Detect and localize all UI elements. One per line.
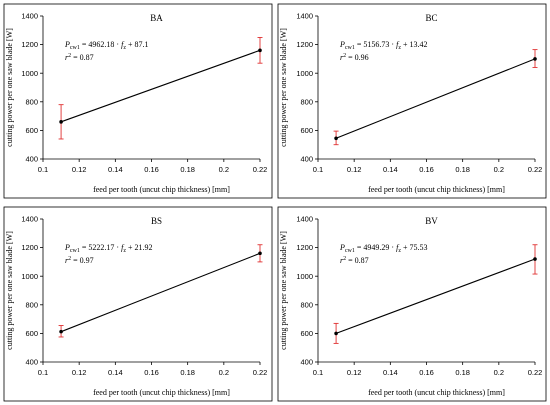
x-axis-label: feed per tooth (uncut chip thickness) [m… [368, 185, 505, 194]
x-tick-label: 0.16 [144, 368, 159, 377]
x-axis-label: feed per tooth (uncut chip thickness) [m… [368, 388, 505, 397]
r-squared: r2 = 0.97 [65, 256, 94, 265]
x-tick-label: 0.1 [313, 368, 323, 377]
x-tick-label: 0.22 [528, 165, 543, 174]
r-squared: r2 = 0.87 [65, 53, 94, 62]
y-tick-label: 1000 [21, 69, 38, 78]
chart-panel-ba: 400 600 800 1000 1200 1400 0.1 0.12 0.14 0.16 0.18… [3, 3, 273, 199]
fit-line [335, 58, 536, 139]
x-tick-label: 0.16 [144, 165, 159, 174]
y-tick-label: 800 [300, 97, 313, 106]
x-tick-label: 0.1 [313, 165, 323, 174]
chart-title: BV [425, 216, 438, 226]
y-tick-label: 400 [25, 155, 38, 164]
data-point [59, 120, 63, 124]
y-tick-label: 1000 [21, 272, 38, 281]
chart-panel-bs: 400 600 800 1000 1200 1400 0.1 0.12 0.14 0.16 0.18… [3, 206, 273, 402]
regression-equation: Pcw1 = 4962.18 · fz + 87.1 [64, 40, 149, 51]
fit-line [335, 258, 536, 334]
y-tick-label: 1200 [21, 40, 38, 49]
x-tick-label: 0.12 [72, 165, 87, 174]
r-squared: r2 = 0.87 [340, 256, 369, 265]
y-axis-label: cutting power per one saw blade [W] [5, 28, 14, 147]
y-tick-label: 400 [25, 358, 38, 367]
chart-title: BC [425, 13, 437, 23]
panel-frame [3, 206, 273, 402]
panel-frame [277, 206, 547, 402]
y-tick-label: 800 [25, 97, 38, 106]
data-point [334, 136, 338, 141]
chart-title: BS [151, 216, 162, 226]
fit-line [60, 252, 261, 333]
y-tick-label: 1000 [296, 272, 313, 281]
chart-title: BA [150, 13, 163, 23]
x-tick-label: 0.16 [419, 165, 434, 174]
x-tick-label: 0.2 [494, 165, 504, 174]
y-tick-label: 1200 [296, 40, 313, 49]
y-tick-label: 1400 [21, 215, 38, 224]
x-tick-label: 0.12 [347, 165, 362, 174]
y-tick-label: 600 [300, 329, 313, 338]
x-tick-label: 0.14 [383, 165, 398, 174]
y-tick-label: 800 [25, 300, 38, 309]
data-point [334, 331, 338, 336]
y-tick-label: 1400 [296, 215, 313, 224]
x-tick-label: 0.22 [528, 368, 543, 377]
x-tick-label: 0.18 [180, 368, 195, 377]
x-axis-label: feed per tooth (uncut chip thickness) [m… [93, 388, 230, 397]
data-point [533, 57, 537, 61]
data-point [258, 251, 262, 256]
regression-equation: Pcw1 = 5222.17 · fz + 21.92 [64, 243, 153, 254]
x-tick-label: 0.14 [108, 165, 123, 174]
regression-equation: Pcw1 = 5156.73 · fz + 13.42 [339, 40, 428, 51]
data-point [59, 329, 63, 334]
fit-line [60, 49, 261, 123]
y-tick-label: 1000 [296, 69, 313, 78]
x-tick-label: 0.12 [347, 368, 362, 377]
y-tick-label: 600 [300, 126, 313, 135]
x-tick-label: 0.22 [253, 165, 268, 174]
y-axis-label: cutting power per one saw blade [W] [279, 28, 288, 147]
panel-frame [3, 3, 273, 199]
y-axis-label: cutting power per one saw blade [W] [279, 231, 288, 350]
y-tick-label: 600 [25, 329, 38, 338]
y-axis-label: cutting power per one saw blade [W] [5, 231, 14, 350]
x-tick-label: 0.12 [72, 368, 87, 377]
y-tick-label: 800 [300, 300, 313, 309]
x-tick-label: 0.14 [108, 368, 123, 377]
x-tick-label: 0.1 [38, 368, 48, 377]
y-tick-label: 1200 [296, 243, 313, 252]
x-tick-label: 0.22 [253, 368, 268, 377]
regression-equation: Pcw1 = 4949.29 · fz + 75.53 [339, 243, 428, 254]
x-axis-label: feed per tooth (uncut chip thickness) [m… [93, 185, 230, 194]
x-tick-label: 0.16 [419, 368, 434, 377]
x-tick-label: 0.1 [38, 165, 48, 174]
x-tick-label: 0.2 [494, 368, 504, 377]
r-squared: r2 = 0.96 [340, 53, 369, 62]
x-tick-label: 0.18 [180, 165, 195, 174]
x-tick-label: 0.2 [219, 368, 229, 377]
data-point [258, 48, 262, 53]
x-tick-label: 0.18 [455, 165, 470, 174]
y-tick-label: 400 [300, 358, 313, 367]
chart-panel-bv: 400 600 800 1000 1200 1400 0.1 0.12 0.14 0.16 0.18… [277, 206, 547, 402]
y-tick-label: 1400 [21, 12, 38, 21]
y-tick-label: 600 [25, 126, 38, 135]
y-tick-label: 1200 [21, 243, 38, 252]
x-tick-label: 0.2 [219, 165, 229, 174]
x-tick-label: 0.18 [455, 368, 470, 377]
y-tick-label: 400 [300, 155, 313, 164]
x-tick-label: 0.14 [383, 368, 398, 377]
panel-frame [277, 3, 547, 199]
chart-panel-bc: 400 600 800 1000 1200 1400 0.1 0.12 0.14 0.16 0.18… [277, 3, 547, 199]
data-point [533, 257, 537, 261]
y-tick-label: 1400 [296, 12, 313, 21]
